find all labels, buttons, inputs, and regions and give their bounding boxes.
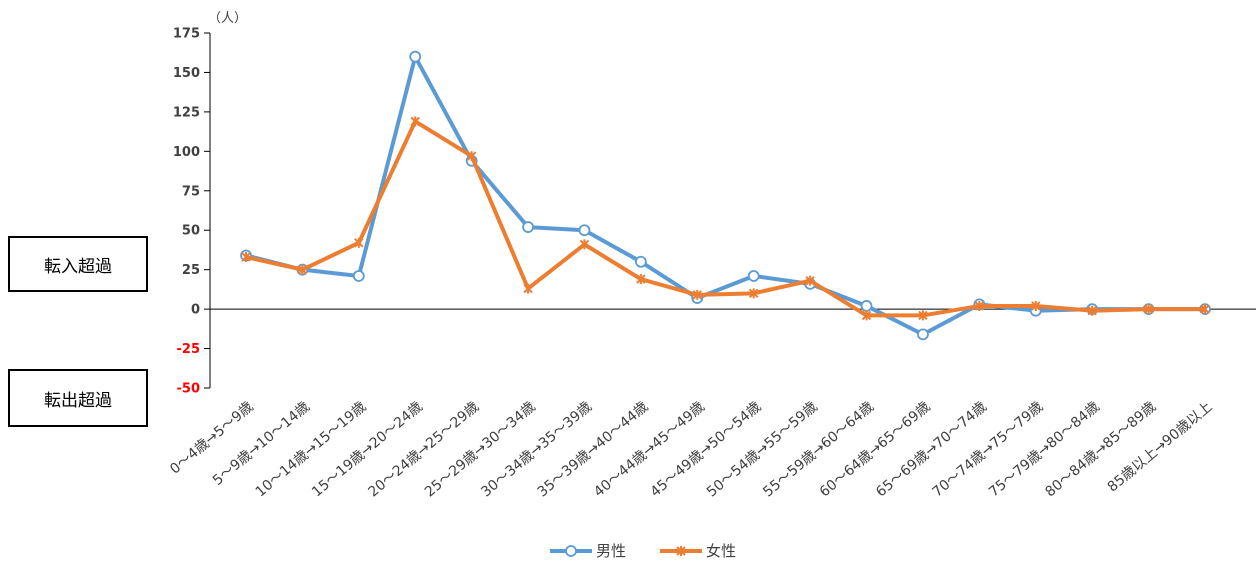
data-point bbox=[692, 289, 703, 300]
x-tick-label: 15～19歳→20～24歳 bbox=[309, 399, 426, 501]
y-tick-label: 0 bbox=[191, 303, 200, 318]
legend: 男性 女性 bbox=[550, 542, 736, 560]
legend-marker bbox=[676, 546, 686, 556]
series-0 bbox=[240, 50, 1211, 341]
data-point bbox=[805, 275, 815, 286]
data-point bbox=[241, 252, 251, 263]
x-tick-label: 75～79歳→80～84歳 bbox=[986, 399, 1103, 501]
y-tick-label: 50 bbox=[182, 224, 200, 239]
x-tick-label: 10～14歳→15～19歳 bbox=[253, 399, 370, 501]
y-tick-label: 175 bbox=[173, 27, 200, 42]
data-point bbox=[409, 50, 422, 63]
legend-item: 男性 bbox=[550, 542, 626, 560]
data-point bbox=[634, 255, 647, 268]
data-point bbox=[747, 270, 760, 282]
x-tick-label: 80～84歳→85～89歳 bbox=[1042, 399, 1159, 501]
data-point bbox=[917, 328, 929, 341]
y-tick-label: 150 bbox=[173, 66, 200, 81]
data-point bbox=[354, 237, 364, 248]
axes bbox=[209, 33, 1256, 388]
inflow-excess-label: 転入超過 bbox=[8, 236, 148, 292]
data-point bbox=[1031, 300, 1041, 311]
legend-label: 女性 bbox=[706, 542, 736, 560]
data-point bbox=[579, 239, 590, 250]
x-tick-label: 70～74歳→75～79歳 bbox=[930, 399, 1047, 501]
x-tick-label: 55～59歳→60～64歳 bbox=[760, 399, 877, 501]
data-point bbox=[918, 310, 928, 321]
series-line bbox=[245, 54, 1205, 337]
series-line bbox=[245, 119, 1205, 318]
y-axis-unit-label: （人） bbox=[208, 11, 247, 26]
x-tick-label: 50～54歳→55～59歳 bbox=[704, 399, 821, 501]
x-tick-label: 5～9歳→10～14歳 bbox=[210, 399, 313, 489]
x-tick-label: 25～29歳→30～34歳 bbox=[422, 399, 539, 501]
data-point bbox=[974, 300, 985, 311]
data-point bbox=[410, 116, 420, 127]
data-point bbox=[1143, 304, 1154, 315]
series-1 bbox=[241, 116, 1210, 321]
y-tick-label: 125 bbox=[173, 105, 200, 120]
data-point bbox=[636, 274, 646, 285]
x-tick-labels: 0～4歳→5～9歳5～9歳→10～14歳10～14歳→15～19歳15～19歳→… bbox=[167, 399, 1215, 501]
legend-marker bbox=[565, 545, 577, 557]
y-tick-labels: 175 150 125 100 75 50 25 0 -25 -50 bbox=[173, 27, 210, 397]
data-point bbox=[297, 264, 308, 275]
data-point bbox=[1200, 304, 1210, 315]
y-tick-label: -25 bbox=[177, 342, 201, 357]
y-tick-label: 100 bbox=[173, 145, 200, 160]
data-point bbox=[860, 300, 873, 312]
data-point bbox=[523, 283, 533, 294]
y-tick-label: 75 bbox=[182, 184, 200, 199]
data-point bbox=[1087, 305, 1097, 316]
x-tick-label: 35～39歳→40～44歳 bbox=[535, 399, 652, 501]
x-tick-label: 40～44歳→45～49歳 bbox=[591, 399, 708, 501]
y-tick-label: -50 bbox=[177, 382, 201, 397]
series-lines bbox=[240, 50, 1211, 341]
outflow-excess-label: 転出超過 bbox=[8, 369, 148, 427]
x-tick-label: 45～49歳→50～54歳 bbox=[648, 399, 765, 501]
x-tick-label: 85歳以上→90歳以上 bbox=[1105, 399, 1216, 496]
y-tick-label: 25 bbox=[182, 263, 200, 278]
data-point bbox=[466, 151, 477, 162]
x-tick-label: 65～69歳→70～74歳 bbox=[873, 399, 990, 501]
data-point bbox=[522, 221, 534, 233]
x-tick-label: 20～24歳→25～29歳 bbox=[365, 399, 482, 501]
x-tick-label: 60～64歳→65～69歳 bbox=[817, 399, 934, 501]
data-point bbox=[352, 270, 365, 282]
data-point bbox=[578, 224, 591, 237]
x-tick-label: 30～34歳→35～39歳 bbox=[478, 399, 595, 501]
legend-label: 男性 bbox=[596, 542, 626, 560]
data-point bbox=[748, 288, 759, 299]
data-point bbox=[861, 310, 872, 321]
legend-item: 女性 bbox=[660, 542, 736, 560]
